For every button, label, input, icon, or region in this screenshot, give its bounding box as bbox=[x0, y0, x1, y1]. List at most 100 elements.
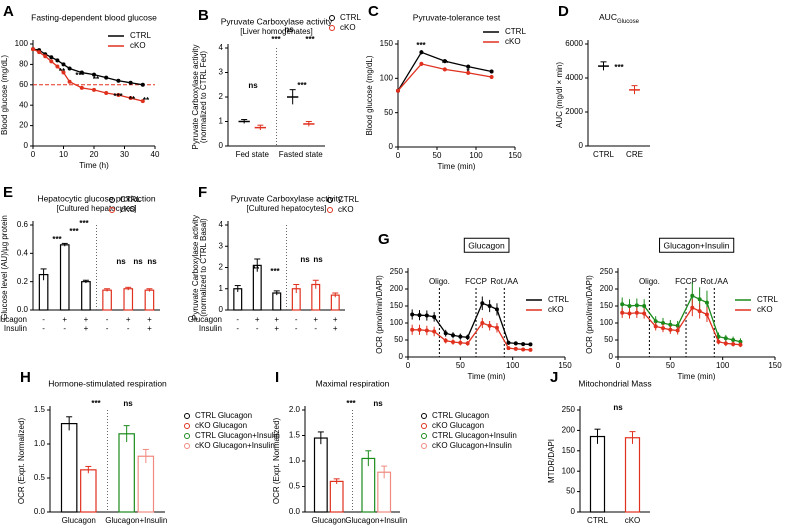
point bbox=[128, 96, 133, 101]
point bbox=[521, 342, 526, 347]
y-axis-label: Blood glucose (mg/dL) bbox=[365, 55, 374, 135]
legend-label: cKO Glucagon+Insulin bbox=[195, 441, 275, 450]
point bbox=[494, 307, 499, 312]
point bbox=[424, 328, 429, 333]
y-axis-label: OCR (pmol/min/DAPI) bbox=[375, 275, 384, 354]
point bbox=[465, 341, 470, 346]
chart-subtitle: [Liver homogenates] bbox=[240, 27, 313, 36]
point bbox=[634, 310, 639, 315]
treatment-sign: - bbox=[295, 324, 298, 333]
y-tick-label: 1.5 bbox=[34, 405, 46, 414]
chart-title: Maximal respiration bbox=[316, 378, 390, 388]
significance: *** bbox=[52, 235, 62, 244]
point bbox=[738, 339, 743, 344]
y-tick-label: 60 bbox=[19, 80, 28, 89]
x-axis-label: Time (min) bbox=[438, 162, 476, 171]
y-tick-label: 100 bbox=[380, 73, 394, 82]
panel-letter: H bbox=[20, 369, 31, 386]
y-tick-label: 0 bbox=[219, 141, 224, 150]
treatment-sign: + bbox=[333, 324, 338, 333]
point bbox=[61, 70, 66, 75]
y-tick-label: 0 bbox=[24, 141, 29, 150]
y-tick-label: 250 bbox=[562, 405, 576, 414]
point bbox=[92, 72, 96, 77]
x-tick-label: 0 bbox=[396, 151, 401, 160]
y-tick-label: 0.5 bbox=[34, 473, 46, 482]
significance: ns bbox=[116, 257, 126, 266]
point bbox=[653, 324, 658, 329]
point bbox=[738, 342, 743, 347]
chart-title: AUCGlucose bbox=[599, 12, 640, 24]
y-tick-label: 100 bbox=[600, 318, 614, 327]
y-axis-label: MTDR/DAPI bbox=[547, 439, 556, 483]
significance: ns bbox=[300, 255, 310, 264]
x-tick-label: 0 bbox=[406, 361, 411, 370]
legend-label: cKO bbox=[340, 23, 356, 32]
legend-label: CTRL bbox=[505, 27, 526, 36]
event-label: FCCP bbox=[465, 277, 487, 286]
y-tick-label: 200 bbox=[562, 426, 576, 435]
significance: ns bbox=[123, 399, 133, 408]
point bbox=[49, 55, 54, 60]
point bbox=[487, 304, 492, 308]
significance: ** bbox=[143, 96, 150, 105]
x-tick-label: 100 bbox=[506, 361, 520, 370]
significance: *** bbox=[305, 35, 315, 44]
significance: *** bbox=[346, 399, 356, 408]
title-box bbox=[463, 237, 510, 253]
y-tick-label: 2000 bbox=[565, 107, 583, 116]
y-tick-label: 150 bbox=[600, 301, 614, 310]
y-tick-label: 4 bbox=[219, 43, 224, 52]
x-tick-label: 50 bbox=[666, 361, 675, 370]
x-tick-label: 150 bbox=[508, 151, 522, 160]
x-axis-label: Time (h) bbox=[79, 161, 109, 170]
y-axis-label: Pyruvate Carboxylase activity bbox=[191, 215, 200, 320]
event-label: FCCP bbox=[675, 277, 697, 286]
y-tick-label: 50 bbox=[394, 335, 403, 344]
treatment-sign: - bbox=[42, 315, 45, 324]
x-tick-label: cKO bbox=[625, 516, 641, 525]
y-tick-label: 0 bbox=[219, 305, 224, 314]
x-tick-label: 50 bbox=[456, 361, 465, 370]
point bbox=[627, 304, 632, 308]
bar bbox=[624, 437, 641, 513]
x-tick-label: 100 bbox=[469, 151, 483, 160]
x-tick-label: CTRL bbox=[593, 150, 614, 159]
y-tick-label: 0.0 bbox=[34, 507, 46, 516]
legend-label: cKO bbox=[757, 305, 773, 314]
point bbox=[466, 70, 471, 75]
y-axis-label: Glucose level (AU)/µg protein bbox=[0, 215, 9, 320]
y-tick-label: 0.6 bbox=[17, 220, 29, 229]
treatment-sign: + bbox=[313, 315, 318, 324]
legend-label: CTRL Glucagon bbox=[432, 411, 489, 420]
point bbox=[67, 79, 72, 84]
x-tick-label: CRE bbox=[626, 150, 643, 159]
y-axis-label: (normalized to CTRL Fed) bbox=[199, 51, 208, 144]
legend-label: cKO Glucagon bbox=[195, 421, 247, 430]
point bbox=[661, 326, 666, 331]
bar bbox=[123, 288, 134, 311]
legend-label: cKO bbox=[120, 205, 136, 214]
y-tick-label: 6000 bbox=[565, 39, 583, 48]
point bbox=[443, 331, 448, 336]
chart-title: Glucagon bbox=[468, 240, 505, 250]
x-tick-label: 0 bbox=[616, 361, 621, 370]
x-tick-label: 50 bbox=[433, 151, 442, 160]
chart-title: Pyruvate Carboxylase activity bbox=[221, 16, 333, 26]
legend-label: CTRL bbox=[120, 195, 141, 204]
y-axis-label: Pyruvate Carboxylase activity bbox=[191, 45, 200, 150]
point bbox=[55, 58, 60, 63]
chart-title: Pyruvate-tolerance test bbox=[413, 12, 501, 22]
point bbox=[419, 50, 424, 55]
y-axis-label: (normalized to CTRL Basal) bbox=[199, 218, 208, 317]
point bbox=[79, 85, 84, 90]
y-tick-label: 0 bbox=[399, 352, 404, 361]
legend-swatch bbox=[184, 423, 190, 429]
significance: ** bbox=[442, 59, 449, 68]
point bbox=[697, 309, 702, 314]
legend-label: CTRL bbox=[340, 13, 361, 22]
legend-swatch bbox=[329, 25, 335, 31]
point bbox=[49, 59, 54, 64]
series-line bbox=[622, 294, 741, 343]
point bbox=[396, 88, 400, 93]
